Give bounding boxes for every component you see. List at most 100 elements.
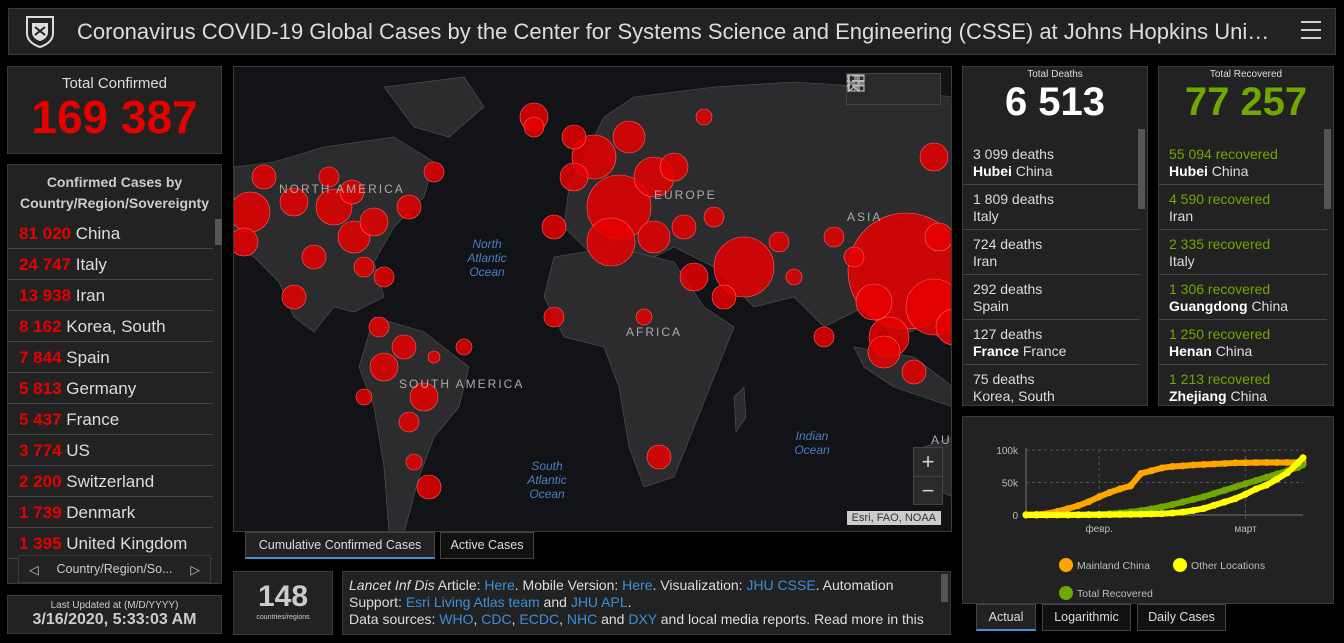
- esri-link[interactable]: Esri Living Atlas team: [405, 594, 540, 610]
- case-circle[interactable]: [373, 266, 395, 288]
- case-circle[interactable]: [713, 236, 775, 298]
- case-circle[interactable]: [405, 453, 423, 471]
- case-circle[interactable]: [369, 352, 399, 382]
- case-circle[interactable]: [785, 268, 803, 286]
- case-circle[interactable]: [423, 161, 445, 183]
- recovered-list-item[interactable]: 2 335 recovered Italy: [1159, 230, 1327, 275]
- case-circle[interactable]: [695, 108, 713, 126]
- who-link[interactable]: WHO: [439, 611, 474, 627]
- nhc-link[interactable]: NHC: [566, 611, 598, 627]
- case-circle[interactable]: [867, 335, 901, 369]
- tab-cumulative-confirmed[interactable]: Cumulative Confirmed Cases: [245, 532, 435, 559]
- dxy-link[interactable]: DXY: [628, 611, 657, 627]
- tab-logarithmic[interactable]: Logarithmic: [1042, 604, 1131, 631]
- case-circle[interactable]: [919, 142, 949, 172]
- case-circle[interactable]: [427, 350, 441, 364]
- case-circle[interactable]: [234, 191, 271, 233]
- world-map[interactable]: NORTH AMERICA SOUTH AMERICA AFRICA EUROP…: [233, 66, 952, 532]
- case-circle[interactable]: [711, 284, 737, 310]
- case-circle[interactable]: [768, 231, 790, 253]
- deaths-scrollbar[interactable]: [1138, 129, 1145, 209]
- recovered-list-item[interactable]: 4 590 recovered Iran: [1159, 185, 1327, 230]
- case-circle[interactable]: [251, 164, 277, 190]
- deaths-list-item[interactable]: 127 deaths France France: [963, 320, 1140, 365]
- case-circle[interactable]: [703, 206, 725, 228]
- case-circle[interactable]: [281, 284, 307, 310]
- case-circle[interactable]: [679, 262, 709, 292]
- recovered-list-item[interactable]: 1 250 recovered Henan China: [1159, 320, 1327, 365]
- country-list-item[interactable]: 7 844 Spain: [8, 342, 213, 373]
- case-circle[interactable]: [234, 227, 259, 257]
- case-circle[interactable]: [339, 179, 365, 205]
- case-circle[interactable]: [301, 244, 327, 270]
- case-circle[interactable]: [659, 152, 689, 182]
- country-list-item[interactable]: 13 938 Iran: [8, 280, 213, 311]
- zoom-out-button[interactable]: −: [921, 478, 935, 503]
- cdc-link[interactable]: CDC: [481, 611, 512, 627]
- country-list-item[interactable]: 5 437 France: [8, 404, 213, 435]
- case-circle[interactable]: [416, 474, 442, 500]
- case-circle[interactable]: [523, 116, 545, 138]
- case-circle[interactable]: [279, 187, 309, 217]
- case-circle[interactable]: [935, 308, 952, 346]
- case-circle[interactable]: [455, 338, 473, 356]
- case-circles[interactable]: [234, 102, 952, 500]
- recovered-list-item[interactable]: 1 306 recovered Guangdong China: [1159, 275, 1327, 320]
- case-circle[interactable]: [855, 283, 893, 321]
- case-circle[interactable]: [646, 444, 672, 470]
- case-circle[interactable]: [586, 217, 636, 267]
- hamburger-menu-icon[interactable]: [1301, 21, 1321, 39]
- case-circle[interactable]: [559, 162, 589, 192]
- mobile-link[interactable]: Here: [622, 577, 653, 593]
- case-circle[interactable]: [398, 411, 420, 433]
- case-circle[interactable]: [409, 382, 439, 412]
- jhu-csse-link[interactable]: JHU CSSE: [746, 577, 816, 593]
- country-list-item[interactable]: 3 774 US: [8, 435, 213, 466]
- deaths-list-item[interactable]: 1 809 deaths Italy: [963, 185, 1140, 230]
- case-circle[interactable]: [671, 214, 697, 240]
- ecdc-link[interactable]: ECDC: [519, 611, 560, 627]
- case-circle[interactable]: [635, 308, 653, 326]
- case-circle[interactable]: [391, 334, 417, 360]
- basemap-gallery-icon[interactable]: [847, 74, 865, 92]
- deaths-list-item[interactable]: 75 deaths Korea, South: [963, 365, 1140, 405]
- case-circle[interactable]: [355, 388, 373, 406]
- case-circle[interactable]: [924, 222, 952, 252]
- tab-active-cases[interactable]: Active Cases: [440, 532, 534, 559]
- country-list-item[interactable]: 1 739 Denmark: [8, 497, 213, 528]
- country-list-item[interactable]: 81 020 China: [8, 218, 213, 249]
- case-circle[interactable]: [843, 246, 865, 268]
- case-circle[interactable]: [318, 166, 340, 188]
- case-circle[interactable]: [823, 226, 845, 248]
- country-list-item[interactable]: 2 200 Switzerland: [8, 466, 213, 497]
- tab-daily-cases[interactable]: Daily Cases: [1137, 604, 1226, 631]
- case-circle[interactable]: [368, 316, 390, 338]
- list-scrollbar[interactable]: [215, 219, 222, 245]
- case-circle[interactable]: [561, 124, 587, 150]
- country-list-item[interactable]: 24 747 Italy: [8, 249, 213, 280]
- deaths-list-item[interactable]: 3 099 deaths Hubei China: [963, 140, 1140, 185]
- deaths-list-item[interactable]: 292 deaths Spain: [963, 275, 1140, 320]
- case-circle[interactable]: [637, 220, 671, 254]
- map-canvas[interactable]: [234, 67, 952, 532]
- country-list-item[interactable]: 5 813 Germany: [8, 373, 213, 404]
- case-circle[interactable]: [396, 194, 422, 220]
- recovered-list-item[interactable]: 55 094 recovered Hubei China: [1159, 140, 1327, 185]
- recovered-list-item[interactable]: 1 213 recovered Zhejiang China: [1159, 365, 1327, 405]
- zoom-in-button[interactable]: +: [914, 448, 942, 477]
- info-scrollbar[interactable]: [941, 574, 948, 602]
- case-circle[interactable]: [353, 256, 375, 278]
- tab-actual[interactable]: Actual: [976, 604, 1036, 631]
- chevron-right-icon[interactable]: ▷: [190, 562, 200, 577]
- case-circle[interactable]: [901, 359, 927, 385]
- case-circle[interactable]: [612, 120, 646, 154]
- article-link[interactable]: Here: [484, 577, 515, 593]
- chevron-left-icon[interactable]: ◁: [29, 562, 39, 577]
- jhu-apl-link[interactable]: JHU APL: [570, 594, 628, 610]
- case-circle[interactable]: [541, 214, 567, 240]
- case-circle[interactable]: [813, 326, 835, 348]
- country-list-item[interactable]: 8 162 Korea, South: [8, 311, 213, 342]
- case-circle[interactable]: [543, 306, 565, 328]
- case-circle[interactable]: [359, 207, 389, 237]
- deaths-list-item[interactable]: 724 deaths Iran: [963, 230, 1140, 275]
